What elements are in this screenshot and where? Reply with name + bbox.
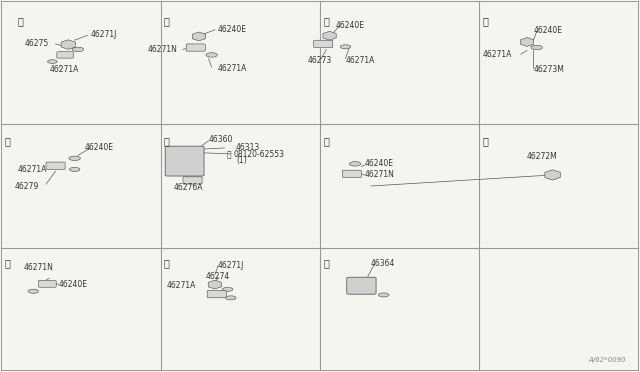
Ellipse shape [47,60,57,63]
FancyBboxPatch shape [46,162,65,169]
Text: 46279: 46279 [14,182,38,190]
Text: 46272M: 46272M [527,152,558,161]
Text: 46271A: 46271A [218,64,248,73]
Ellipse shape [225,296,236,300]
Text: 46313: 46313 [236,143,260,152]
Ellipse shape [349,161,361,166]
FancyBboxPatch shape [186,44,205,51]
Ellipse shape [531,45,542,50]
Text: 46360: 46360 [209,135,233,144]
Text: 46271A: 46271A [17,165,47,174]
Text: ⓙ: ⓙ [164,258,170,268]
FancyBboxPatch shape [165,146,204,176]
Text: ⓒ: ⓒ [323,16,329,26]
Text: 46271N: 46271N [365,170,394,179]
Text: Ⓑ: Ⓑ [227,150,231,159]
Text: 46271J: 46271J [218,261,244,270]
Ellipse shape [69,167,80,171]
Text: 46273: 46273 [307,56,332,65]
Ellipse shape [69,156,81,161]
Text: 46275: 46275 [25,39,49,48]
Text: 46271A: 46271A [167,281,196,290]
Text: 46271J: 46271J [91,30,117,39]
Text: 46240E: 46240E [218,25,247,33]
Text: 46364: 46364 [371,259,396,268]
Text: ⓐ: ⓐ [17,16,23,26]
Text: 46271A: 46271A [49,65,79,74]
FancyBboxPatch shape [38,280,56,287]
FancyBboxPatch shape [347,277,376,294]
Text: 46271N: 46271N [148,45,178,54]
Ellipse shape [378,293,389,297]
Text: ⓘ: ⓘ [4,258,10,268]
Text: 46273M: 46273M [534,65,564,74]
Text: (1): (1) [237,155,247,165]
Text: ⓑ: ⓑ [164,16,170,26]
Text: ⓖ: ⓖ [323,136,329,146]
Ellipse shape [222,287,233,291]
Ellipse shape [340,45,351,49]
Text: ⓚ: ⓚ [323,258,329,268]
Text: 46240E: 46240E [365,159,394,169]
Text: 46240E: 46240E [534,26,563,35]
FancyBboxPatch shape [314,40,333,48]
FancyBboxPatch shape [183,177,202,184]
FancyBboxPatch shape [342,170,362,177]
Text: 46274: 46274 [205,272,230,281]
Text: 46240E: 46240E [84,143,113,152]
Ellipse shape [28,289,38,293]
Text: ⓓ: ⓓ [483,16,488,26]
Text: 46271A: 46271A [483,51,512,60]
Text: 46240E: 46240E [59,280,88,289]
FancyBboxPatch shape [207,291,227,298]
Text: ⓕ: ⓕ [164,136,170,146]
Text: 46240E: 46240E [336,21,365,30]
Text: ⓗ: ⓗ [483,136,488,146]
Ellipse shape [206,53,218,57]
Text: A/62*0090: A/62*0090 [588,357,626,363]
Text: 46276A: 46276A [173,183,203,192]
Text: 08120-62553: 08120-62553 [234,150,285,159]
Text: ⓔ: ⓔ [4,136,10,146]
Ellipse shape [72,47,84,52]
FancyBboxPatch shape [57,52,74,58]
Text: 46271N: 46271N [24,263,54,272]
Text: 46271A: 46271A [346,56,375,65]
